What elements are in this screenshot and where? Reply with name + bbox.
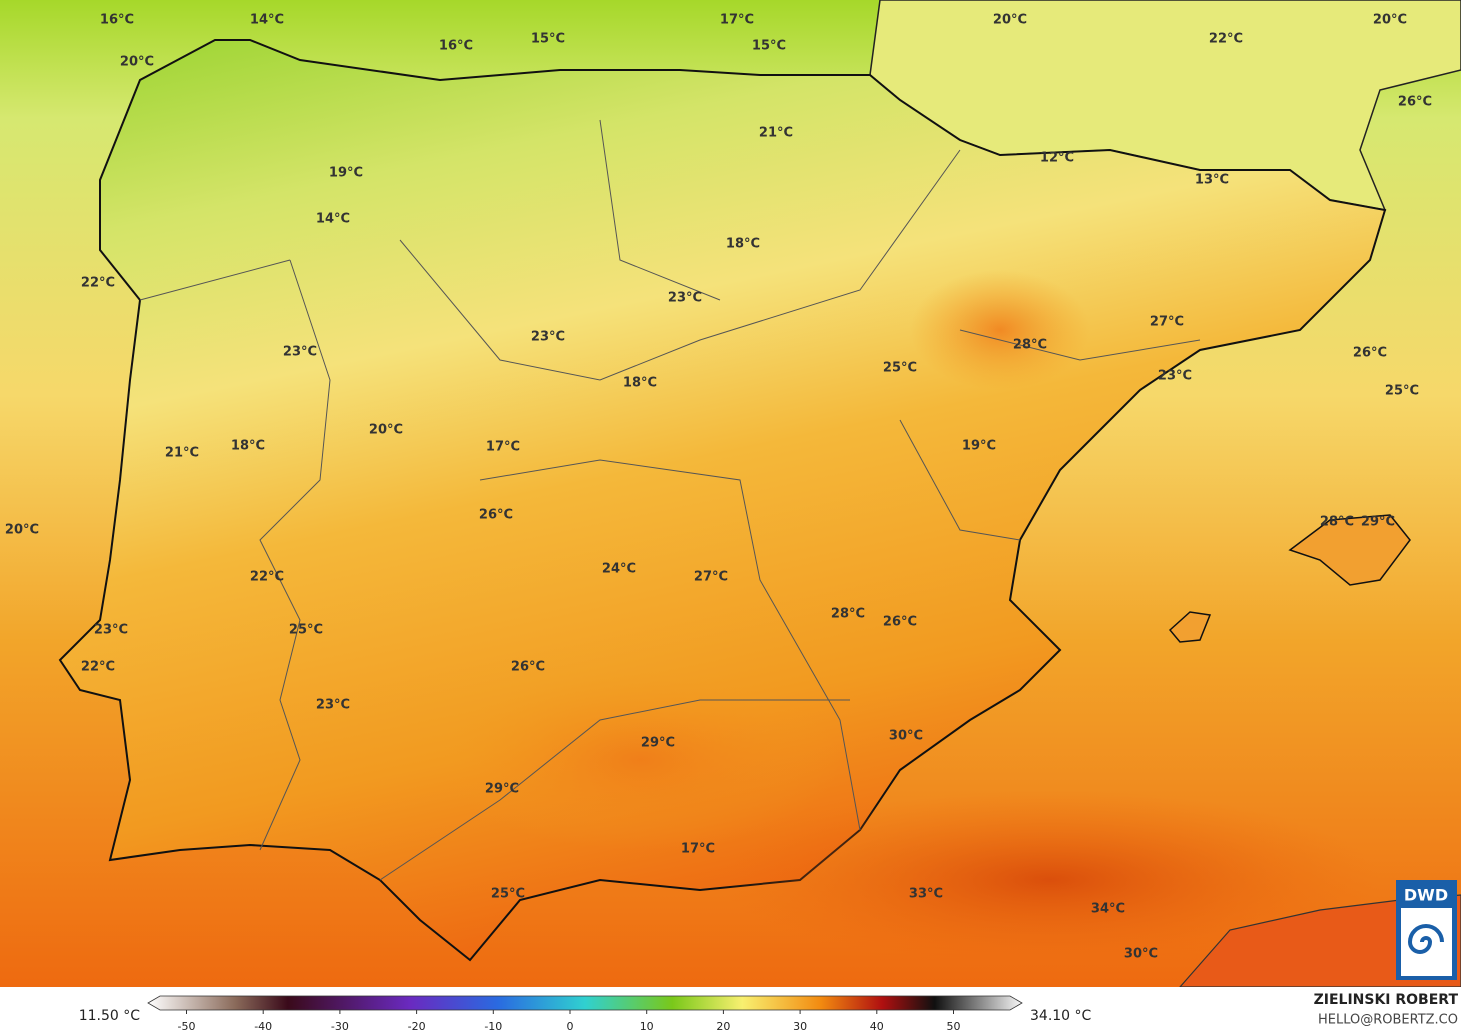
colorbar-tick-label: -10 xyxy=(484,1020,502,1033)
regional-borders xyxy=(139,119,1201,881)
temp-label: 29°C xyxy=(641,736,675,751)
temp-label: 22°C xyxy=(81,276,115,291)
temp-label: 12°C xyxy=(1040,151,1074,166)
temp-label: 28°C xyxy=(831,607,865,622)
temp-label: 20°C xyxy=(1373,13,1407,28)
temp-label: 18°C xyxy=(231,439,265,454)
colorbar xyxy=(147,995,1023,1011)
credit-email: HELLO@ROBERTZ.CO xyxy=(1318,1013,1458,1028)
temp-label: 22°C xyxy=(250,570,284,585)
temp-label: 29°C xyxy=(485,782,519,797)
temp-label: 14°C xyxy=(316,212,350,227)
temp-label: 25°C xyxy=(491,887,525,902)
temp-label: 18°C xyxy=(623,376,657,391)
temp-label: 25°C xyxy=(1385,384,1419,399)
temp-label: 23°C xyxy=(668,291,702,306)
temp-label: 23°C xyxy=(316,698,350,713)
colorbar-ticks: -50 -40 -30 -20 -10 0 10 20 30 40 50 xyxy=(178,1010,961,1033)
colorbar-tick-label: 0 xyxy=(567,1020,574,1033)
temp-label: 20°C xyxy=(120,55,154,70)
temp-label: 34°C xyxy=(1091,902,1125,917)
temp-label: 26°C xyxy=(511,660,545,675)
temp-label: 21°C xyxy=(165,446,199,461)
temp-label: 26°C xyxy=(1398,95,1432,110)
temp-label: 25°C xyxy=(883,361,917,376)
colorbar-tick-label: 10 xyxy=(640,1020,654,1033)
temp-label: 17°C xyxy=(681,842,715,857)
temp-label: 28°C xyxy=(1320,515,1354,530)
temp-label: 30°C xyxy=(889,729,923,744)
temp-label: 25°C xyxy=(289,623,323,638)
temp-label: 16°C xyxy=(100,13,134,28)
temp-label: 18°C xyxy=(726,237,760,252)
temp-label: 24°C xyxy=(602,562,636,577)
credit-name: ZIELINSKI ROBERT xyxy=(1314,992,1459,1008)
colorbar-min-label: 11.50 °C xyxy=(79,1008,141,1024)
temp-label: 20°C xyxy=(993,13,1027,28)
temp-label: 15°C xyxy=(531,32,565,47)
warm-area xyxy=(440,670,840,850)
bottom-bar xyxy=(0,987,1461,1035)
temp-label: 26°C xyxy=(1353,346,1387,361)
colorbar-max-label: 34.10 °C xyxy=(1030,1008,1092,1024)
temperature-labels: 16°C 14°C 17°C 20°C 20°C 16°C 15°C 15°C 22°C 20°C… xyxy=(5,13,1432,962)
colorbar-tick-label: -20 xyxy=(408,1020,426,1033)
hot-sea xyxy=(720,790,1380,970)
temp-label: 14°C xyxy=(250,13,284,28)
temp-label: 30°C xyxy=(1124,947,1158,962)
temp-label: 19°C xyxy=(329,166,363,181)
colorbar-tick-label: -40 xyxy=(254,1020,272,1033)
temp-label: 27°C xyxy=(1150,315,1184,330)
colorbar-tick-label: 40 xyxy=(870,1020,884,1033)
iberia-land xyxy=(58,39,1387,962)
temp-label: 13°C xyxy=(1195,173,1229,188)
temp-label: 33°C xyxy=(909,887,943,902)
temp-label: 21°C xyxy=(759,126,793,141)
colorbar-tick-label: 20 xyxy=(716,1020,730,1033)
temp-label: 28°C xyxy=(1013,338,1047,353)
colorbar-tick-label: -30 xyxy=(331,1020,349,1033)
dwd-logo-swirl xyxy=(1407,924,1444,954)
temp-label: 23°C xyxy=(1158,369,1192,384)
dwd-logo-text: DWD xyxy=(1404,886,1448,905)
temp-label: 26°C xyxy=(883,615,917,630)
temp-label: 19°C xyxy=(962,439,996,454)
temp-label: 17°C xyxy=(720,13,754,28)
temp-label: 26°C xyxy=(479,508,513,523)
temp-label: 22°C xyxy=(1209,32,1243,47)
temp-label: 27°C xyxy=(694,570,728,585)
temp-label: 23°C xyxy=(283,345,317,360)
colorbar-tick-label: 50 xyxy=(947,1020,961,1033)
colorbar-tick-label: -50 xyxy=(178,1020,196,1033)
colorbar-tick-label: 30 xyxy=(793,1020,807,1033)
warm-area xyxy=(910,270,1090,390)
temp-label: 17°C xyxy=(486,440,520,455)
temp-label: 20°C xyxy=(5,523,39,538)
mallorca xyxy=(1288,514,1411,586)
temp-label: 22°C xyxy=(81,660,115,675)
temp-label: 23°C xyxy=(94,623,128,638)
temp-label: 16°C xyxy=(439,39,473,54)
temp-label: 15°C xyxy=(752,39,786,54)
temp-label: 29°C xyxy=(1361,515,1395,530)
temp-label: 23°C xyxy=(531,330,565,345)
temp-label: 20°C xyxy=(369,423,403,438)
ibiza xyxy=(1168,611,1212,643)
